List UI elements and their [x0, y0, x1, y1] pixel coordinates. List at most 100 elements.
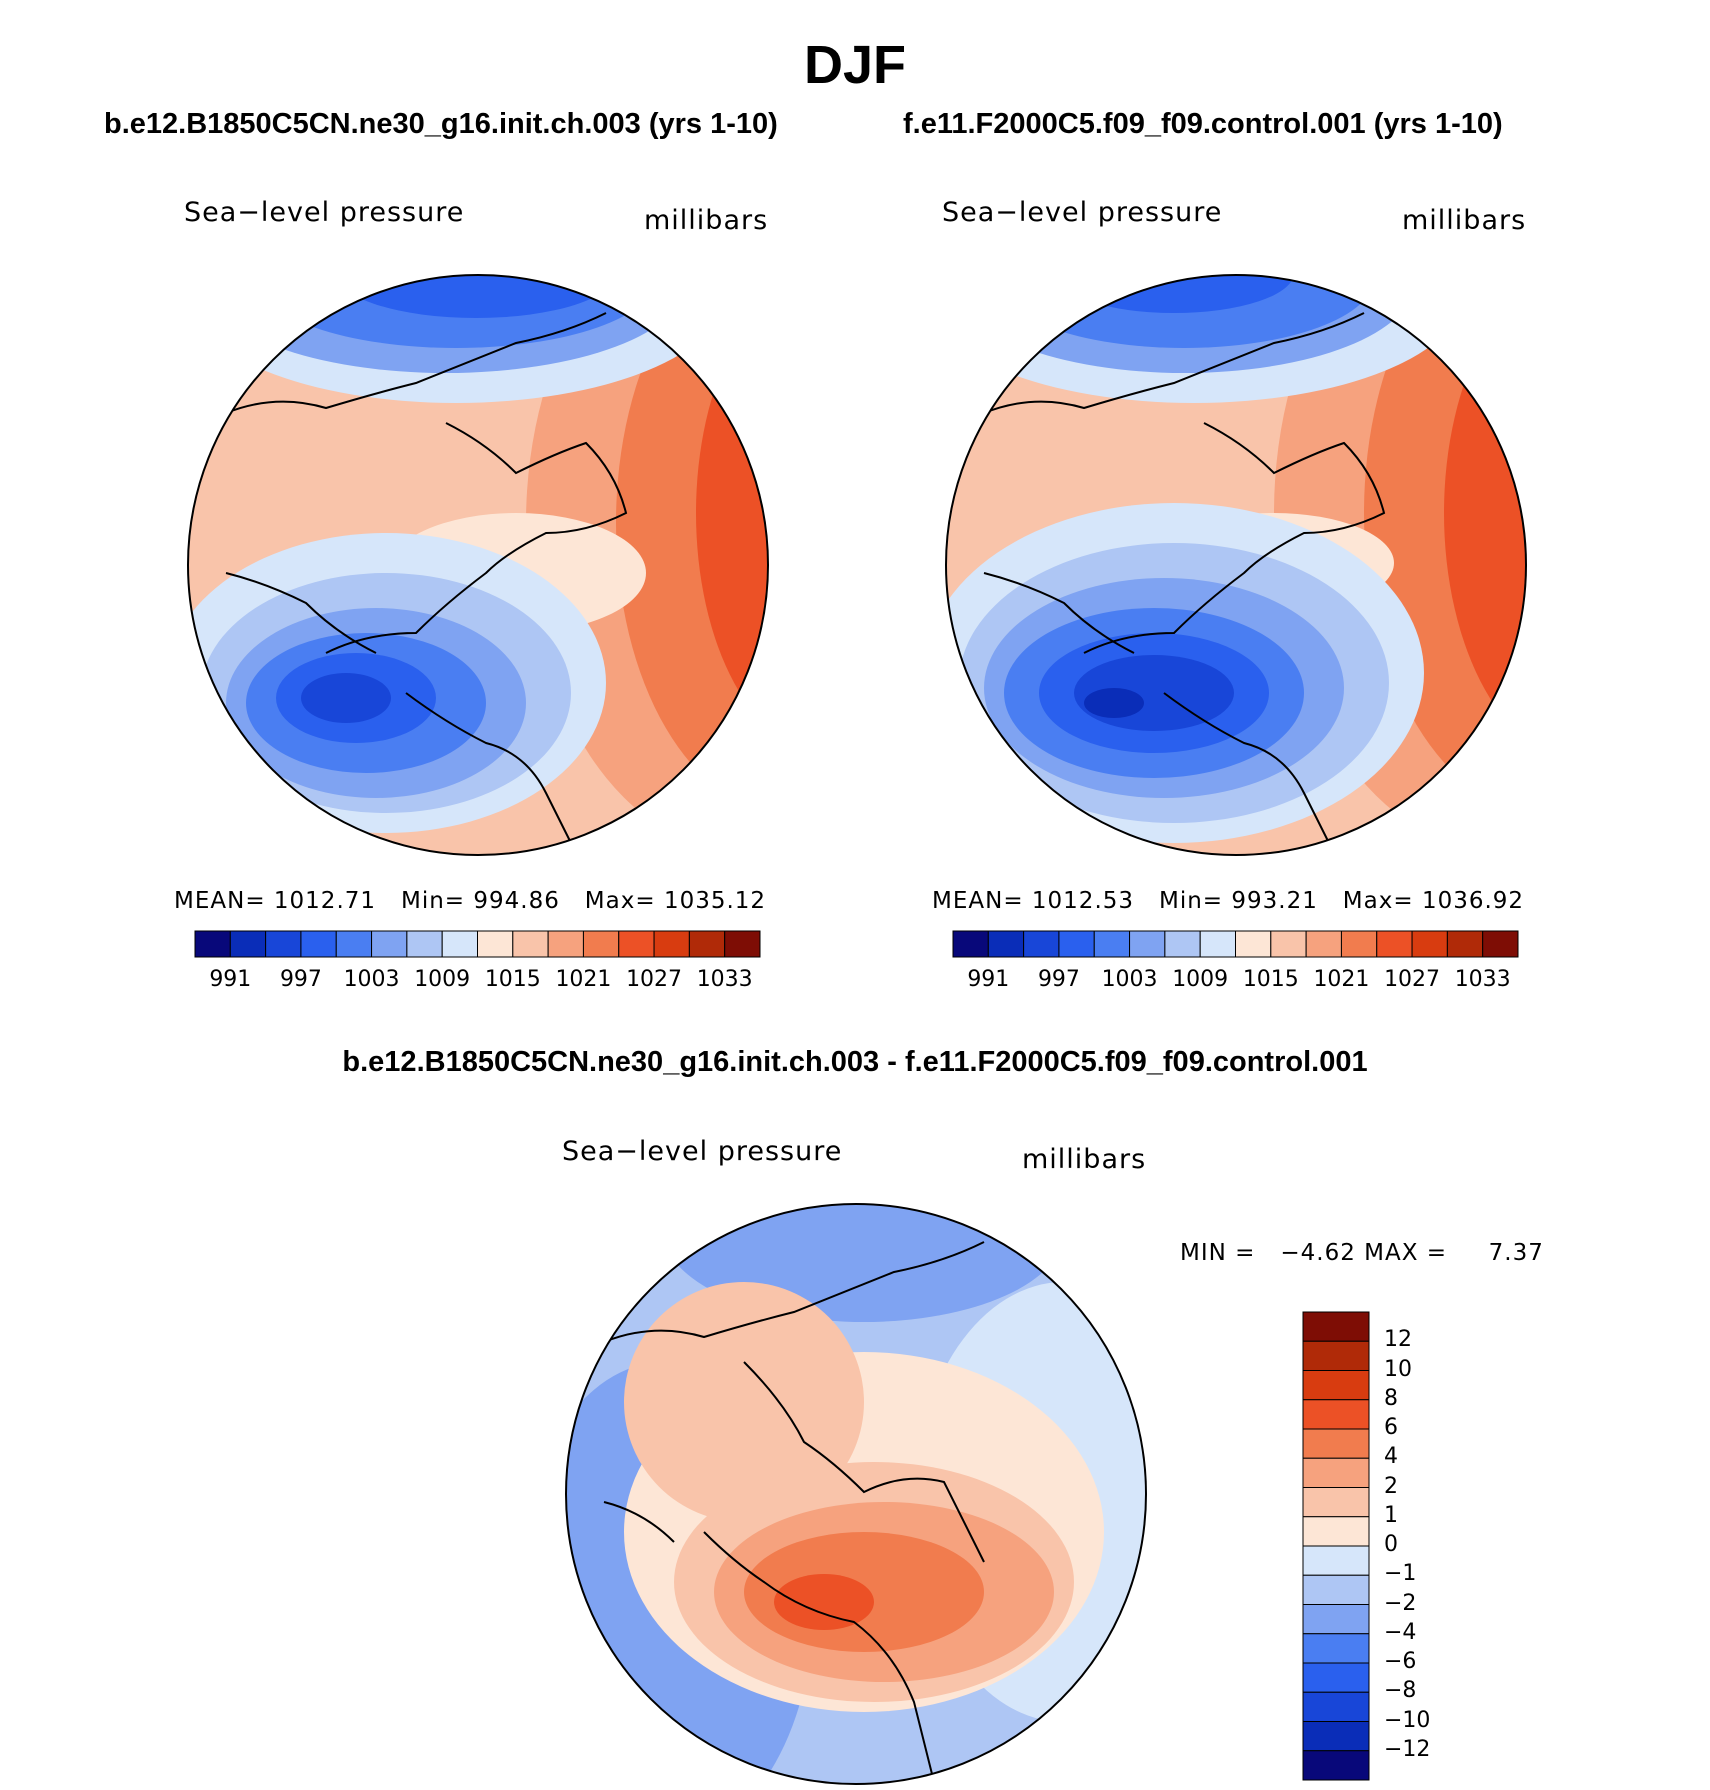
- left-coastlines: [225, 312, 628, 854]
- left-colorbar-tick-label: 1009: [414, 967, 471, 992]
- diff-colorbar-swatch: [1302, 1457, 1370, 1488]
- diff-colorbar: [1302, 1311, 1370, 1781]
- diff-colorbar-tick-label: 12: [1384, 1327, 1412, 1353]
- diff-colorbar-ticks: 12 10 8 6 4 2 1 0 −1 −2 −4 −6 −8 −10 −12: [1384, 1312, 1474, 1780]
- diff-stats: MIN = −4.62 MAX = 7.37: [1180, 1240, 1544, 1266]
- diff-map-border: [565, 1203, 1147, 1785]
- right-colorbar-swatch: [1305, 930, 1342, 958]
- left-field-high-4: [776, 323, 956, 703]
- right-colorbar-swatch: [1411, 930, 1448, 958]
- left-colorbar-swatch: [653, 930, 690, 958]
- left-colorbar-tick-label: 1021: [555, 967, 612, 992]
- left-field-high-2: [616, 275, 768, 813]
- diff-field-pos-1a: [624, 1282, 864, 1522]
- right-colorbar-swatch: [1129, 930, 1166, 958]
- left-colorbar-tick-label: 997: [279, 967, 322, 992]
- left-colorbar-swatch: [724, 930, 761, 958]
- left-colorbar-swatch: [582, 930, 620, 958]
- left-colorbar-swatch: [194, 930, 231, 958]
- left-field-high-3: [696, 275, 768, 753]
- diff-polar-map: [565, 1203, 1147, 1785]
- diff-field-pos-6: [774, 1574, 874, 1630]
- left-colorbar-tick-label: 1033: [696, 967, 753, 992]
- left-case-title: b.e12.B1850C5CN.ne30_g16.init.ch.003 (yr…: [104, 108, 778, 140]
- right-stats: MEAN= 1012.53 Min= 993.21 Max= 1036.92: [932, 888, 1524, 914]
- right-field-low-a4: [1054, 275, 1294, 313]
- left-colorbar-swatch: [441, 930, 478, 958]
- diff-colorbar-tick-label: 8: [1384, 1385, 1398, 1411]
- left-colorbar-swatch: [688, 930, 726, 958]
- diff-colorbar-swatch: [1302, 1428, 1370, 1459]
- right-colorbar-swatch: [1235, 930, 1272, 958]
- right-colorbar-swatch: [1340, 930, 1378, 958]
- right-colorbar-swatch: [1199, 930, 1236, 958]
- diff-units-label: millibars: [1022, 1144, 1147, 1175]
- diff-colorbar-swatch: [1302, 1604, 1370, 1635]
- diff-colorbar-swatch: [1302, 1662, 1370, 1693]
- right-colorbar-tick-label: 1003: [1101, 967, 1158, 992]
- right-colorbar-ticks: 991 997 1003 1009 1015 1021 1027 1033: [953, 967, 1518, 997]
- diff-colorbar-tick-label: −2: [1384, 1590, 1417, 1616]
- left-mean-value: 1012.71: [273, 888, 377, 914]
- right-colorbar-tick-label: 991: [967, 967, 1010, 992]
- diff-colorbar-tick-label: −6: [1384, 1649, 1417, 1674]
- left-colorbar-tick-label: 1015: [484, 967, 541, 992]
- right-colorbar-tick-label: 1009: [1172, 967, 1229, 992]
- right-field-high-2: [1364, 275, 1526, 813]
- right-colorbar-swatch: [987, 930, 1025, 958]
- right-min-label: Min=: [1158, 888, 1224, 914]
- diff-colorbar-swatch: [1302, 1311, 1370, 1342]
- diff-variable-label: Sea−level pressure: [562, 1136, 843, 1167]
- right-min-value: 993.21: [1231, 888, 1318, 914]
- diff-colorbar-swatch: [1302, 1691, 1370, 1722]
- diff-case-title: b.e12.B1850C5CN.ne30_g16.init.ch.003 - f…: [342, 1046, 1368, 1078]
- right-colorbar-swatch: [1023, 930, 1060, 958]
- right-field-low-i7: [1084, 688, 1144, 718]
- left-field-high-5: [836, 453, 936, 593]
- left-mean-label: MEAN=: [174, 888, 266, 914]
- left-colorbar-swatch: [371, 930, 408, 958]
- left-colorbar-swatch: [265, 930, 302, 958]
- left-units-label: millibars: [644, 205, 769, 236]
- diff-colorbar-swatch: [1302, 1721, 1370, 1752]
- diff-colorbar-swatch: [1302, 1487, 1370, 1518]
- right-colorbar-tick-label: 1015: [1242, 967, 1299, 992]
- diff-colorbar-swatch: [1302, 1370, 1370, 1401]
- right-colorbar-swatch: [1093, 930, 1131, 958]
- left-colorbar-swatch: [300, 930, 337, 958]
- left-field-low-a4: [336, 275, 616, 318]
- left-colorbar-tick-label: 1027: [626, 967, 683, 992]
- diff-field-neg-top: [664, 1204, 1064, 1322]
- diff-colorbar-tick-label: −12: [1384, 1736, 1431, 1762]
- diff-coastlines: [603, 1241, 985, 1783]
- left-colorbar-ticks: 991 997 1003 1009 1015 1021 1027 1033: [195, 967, 760, 997]
- right-max-value: 1036.92: [1421, 888, 1525, 914]
- diff-colorbar-swatch: [1302, 1574, 1370, 1605]
- right-mean-value: 1012.53: [1031, 888, 1135, 914]
- left-colorbar-tick-label: 1003: [343, 967, 400, 992]
- diff-colorbar-tick-label: −10: [1384, 1707, 1431, 1733]
- diff-colorbar-swatch: [1302, 1633, 1370, 1664]
- left-max-label: Max=: [584, 888, 656, 914]
- left-map-border: [187, 274, 769, 856]
- left-colorbar-swatch: [618, 930, 655, 958]
- left-colorbar-swatch: [229, 930, 267, 958]
- right-colorbar-tick-label: 1027: [1384, 967, 1441, 992]
- diff-min-label: MIN =: [1180, 1240, 1256, 1266]
- diff-colorbar-tick-label: −8: [1384, 1678, 1417, 1704]
- diff-colorbar-swatch: [1302, 1516, 1370, 1547]
- diff-colorbar-tick-label: 0: [1384, 1532, 1398, 1557]
- left-max-value: 1035.12: [663, 888, 767, 914]
- left-colorbar-swatch: [406, 930, 443, 958]
- left-field-low-i6: [301, 673, 391, 723]
- right-colorbar-swatch: [952, 930, 989, 958]
- diff-colorbar-tick-label: 6: [1384, 1415, 1398, 1440]
- left-colorbar-swatch: [335, 930, 373, 958]
- right-colorbar-tick-label: 1033: [1454, 967, 1511, 992]
- left-polar-map: [187, 274, 769, 856]
- right-case-title: f.e11.F2000C5.f09_f09.control.001 (yrs 1…: [903, 108, 1503, 140]
- right-colorbar-tick-label: 1021: [1313, 967, 1370, 992]
- left-min-value: 994.86: [473, 888, 560, 914]
- diff-max-value: 7.37: [1488, 1240, 1544, 1266]
- right-colorbar-swatch: [1164, 930, 1201, 958]
